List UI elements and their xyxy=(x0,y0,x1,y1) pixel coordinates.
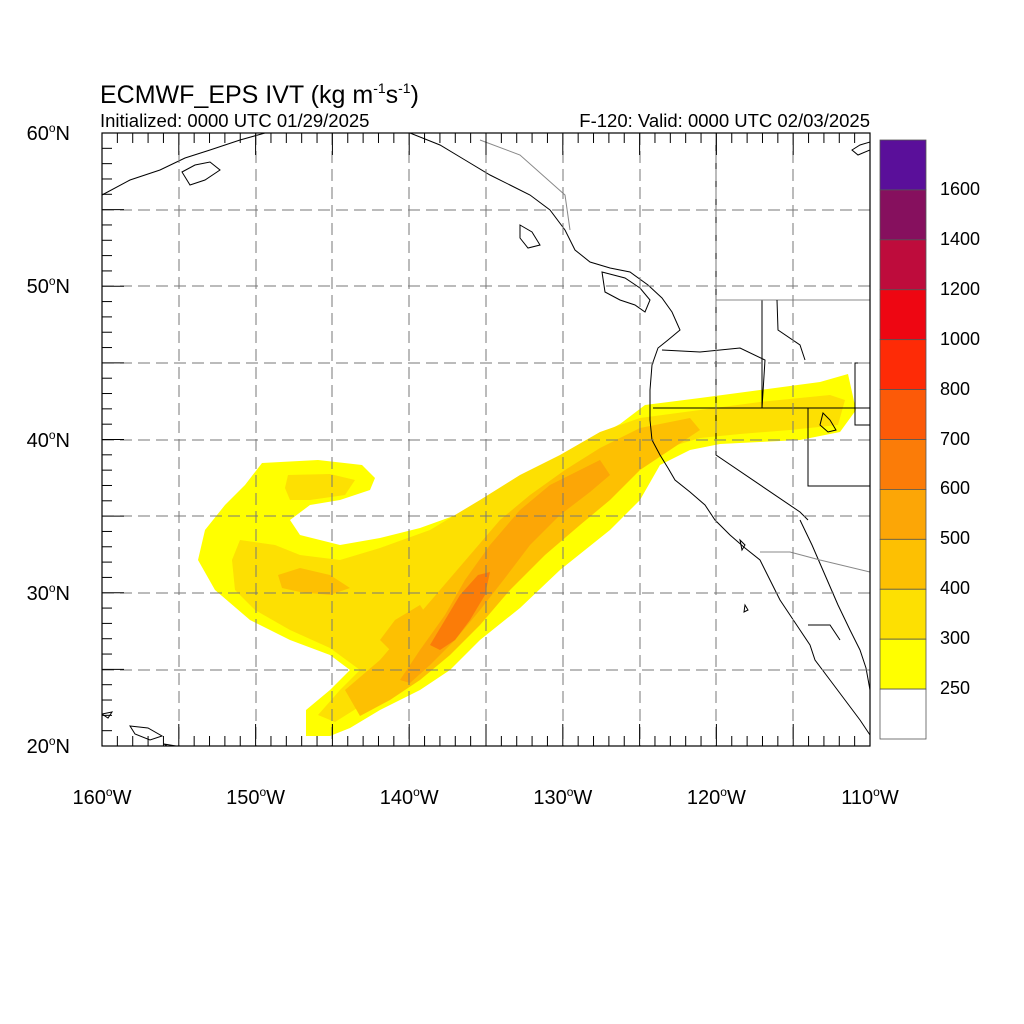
colorbar-swatch xyxy=(879,189,927,241)
lat-label: 40oN xyxy=(26,427,70,452)
colorbar-swatch xyxy=(879,638,927,690)
colorbar-label: 800 xyxy=(940,378,971,399)
map-area xyxy=(102,133,870,746)
lat-label: 20oN xyxy=(26,734,70,758)
colorbar-swatch xyxy=(879,139,927,191)
valid-time: F-120: Valid: 0000 UTC 02/03/2025 xyxy=(579,110,870,131)
colorbar-swatch xyxy=(879,688,927,740)
colorbar-swatch xyxy=(879,239,927,291)
lat-label: 50oN xyxy=(26,274,70,299)
lon-label: 160oW xyxy=(72,785,132,809)
graticule xyxy=(102,133,870,746)
colorbar xyxy=(879,139,927,740)
colorbar-swatch xyxy=(879,439,927,490)
colorbar-label: 700 xyxy=(940,428,971,449)
colorbar-label: 1000 xyxy=(940,328,981,349)
colorbar-label: 1200 xyxy=(940,278,981,299)
colorbar-swatch xyxy=(879,489,927,540)
colorbar-swatch xyxy=(879,588,927,640)
colorbar-swatch xyxy=(879,538,927,590)
colorbar-label: 600 xyxy=(940,478,971,499)
lat-label: 60oN xyxy=(26,121,70,145)
lon-label: 110oW xyxy=(841,785,899,809)
lon-label: 150oW xyxy=(226,785,286,809)
lon-label: 130oW xyxy=(533,785,593,809)
colorbar-label: 1600 xyxy=(940,178,981,199)
colorbar-swatch xyxy=(879,289,927,341)
colorbar-swatch xyxy=(879,389,927,440)
lon-label: 140oW xyxy=(379,785,439,809)
initialized-time: Initialized: 0000 UTC 01/29/2025 xyxy=(100,110,370,131)
lon-label: 120oW xyxy=(686,785,746,809)
colorbar-label: 1400 xyxy=(940,228,981,249)
colorbar-label: 300 xyxy=(940,628,971,649)
ivt-shading-600 xyxy=(430,572,490,650)
colorbar-label: 250 xyxy=(940,678,971,699)
map-title: ECMWF_EPS IVT (kg m-1s-1) xyxy=(100,80,419,109)
colorbar-label: 400 xyxy=(940,578,971,599)
lat-label: 30oN xyxy=(26,580,70,605)
colorbar-label: 500 xyxy=(940,528,971,549)
colorbar-swatch xyxy=(879,339,927,390)
axis-ticks xyxy=(101,132,871,747)
